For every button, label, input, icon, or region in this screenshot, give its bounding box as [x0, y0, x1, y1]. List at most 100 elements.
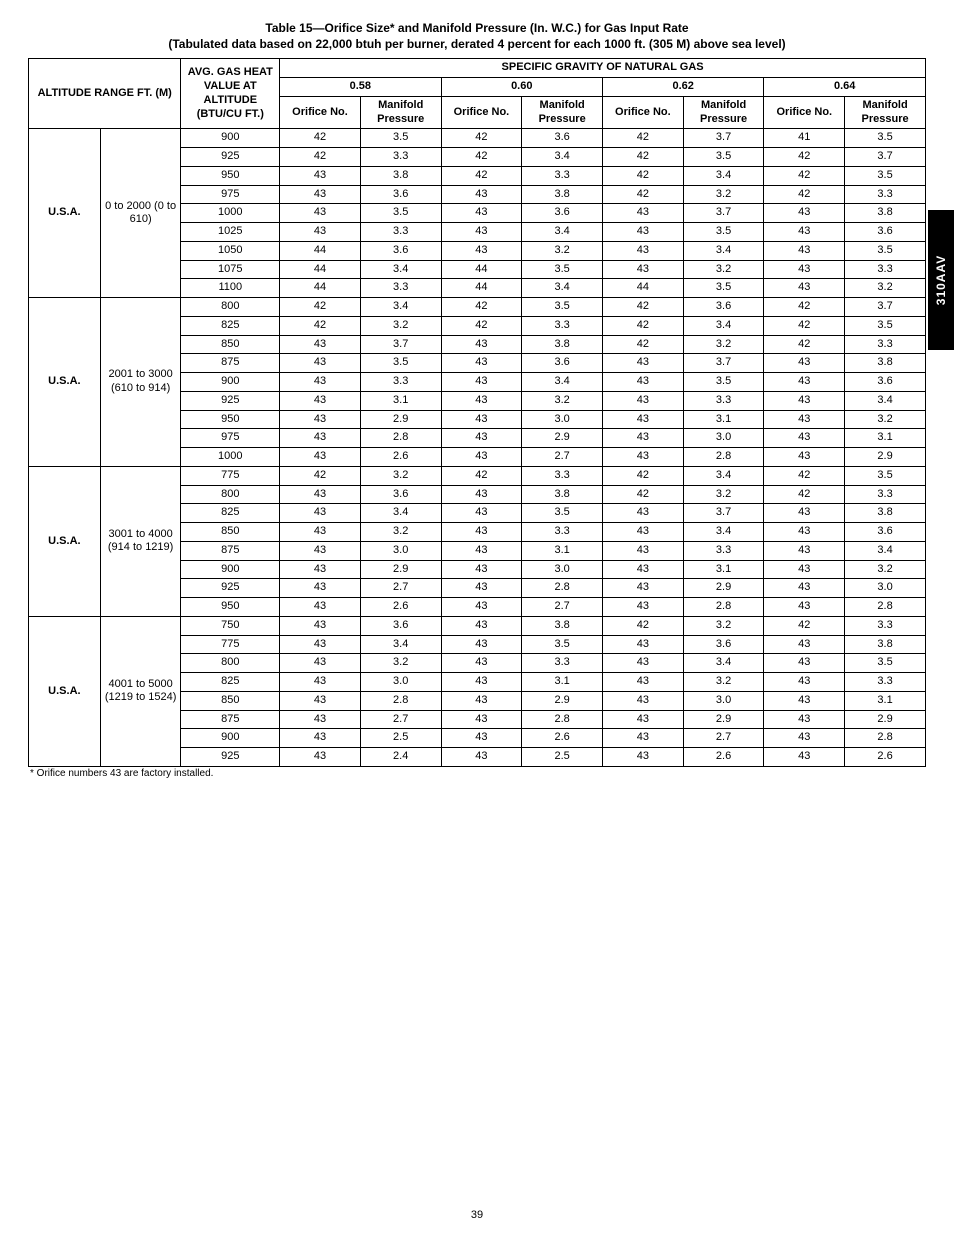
- data-cell: 43: [603, 204, 684, 223]
- data-cell: 3.5: [683, 223, 764, 242]
- data-cell: 43: [441, 691, 522, 710]
- data-cell: 43: [603, 691, 684, 710]
- data-cell: 875: [181, 541, 280, 560]
- data-cell: 3.8: [522, 485, 603, 504]
- side-tab: 310AAV: [928, 210, 954, 350]
- data-cell: 3.1: [845, 691, 926, 710]
- data-cell: 3.4: [683, 241, 764, 260]
- data-cell: 3.8: [522, 616, 603, 635]
- data-cell: 43: [603, 541, 684, 560]
- data-cell: 43: [764, 504, 845, 523]
- region-cell: U.S.A.: [29, 466, 101, 616]
- table-row: U.S.A.2001 to 3000 (610 to 914)800423.44…: [29, 298, 926, 317]
- data-cell: 2.7: [360, 710, 441, 729]
- data-cell: 42: [603, 185, 684, 204]
- altitude-cell: 4001 to 5000 (1219 to 1524): [100, 616, 181, 766]
- data-cell: 3.8: [522, 335, 603, 354]
- data-cell: 2.9: [845, 448, 926, 467]
- hdr-man: Manifold Pressure: [845, 96, 926, 129]
- data-cell: 41: [764, 129, 845, 148]
- data-cell: 43: [280, 635, 361, 654]
- data-cell: 3.7: [360, 335, 441, 354]
- data-cell: 3.0: [522, 560, 603, 579]
- hdr-altitude: ALTITUDE RANGE FT. (M): [29, 59, 181, 129]
- data-cell: 2.8: [683, 598, 764, 617]
- data-cell: 43: [441, 523, 522, 542]
- data-cell: 3.0: [683, 691, 764, 710]
- data-cell: 2.8: [845, 729, 926, 748]
- data-cell: 42: [441, 129, 522, 148]
- hdr-man: Manifold Pressure: [360, 96, 441, 129]
- data-cell: 3.4: [360, 260, 441, 279]
- data-cell: 42: [603, 485, 684, 504]
- data-cell: 3.5: [683, 373, 764, 392]
- data-cell: 43: [764, 410, 845, 429]
- data-cell: 43: [603, 260, 684, 279]
- data-cell: 3.3: [522, 523, 603, 542]
- data-cell: 800: [181, 485, 280, 504]
- data-cell: 42: [764, 316, 845, 335]
- hdr-orf: Orifice No.: [603, 96, 684, 129]
- hdr-orf: Orifice No.: [280, 96, 361, 129]
- data-cell: 3.6: [360, 485, 441, 504]
- data-cell: 800: [181, 298, 280, 317]
- data-cell: 3.5: [360, 354, 441, 373]
- data-cell: 42: [603, 148, 684, 167]
- data-cell: 42: [603, 616, 684, 635]
- altitude-cell: 0 to 2000 (0 to 610): [100, 129, 181, 298]
- data-cell: 775: [181, 635, 280, 654]
- data-cell: 43: [280, 204, 361, 223]
- data-cell: 43: [603, 748, 684, 767]
- data-cell: 2.7: [522, 598, 603, 617]
- side-tab-label: 310AAV: [934, 255, 948, 305]
- data-cell: 43: [441, 654, 522, 673]
- hdr-avg-gas: AVG. GAS HEAT VALUE AT ALTITUDE (BTU/CU …: [181, 59, 280, 129]
- data-cell: 43: [441, 223, 522, 242]
- data-cell: 825: [181, 504, 280, 523]
- data-cell: 43: [441, 673, 522, 692]
- data-cell: 43: [603, 635, 684, 654]
- data-cell: 2.9: [683, 710, 764, 729]
- data-cell: 3.4: [360, 635, 441, 654]
- data-cell: 42: [603, 129, 684, 148]
- altitude-cell: 2001 to 3000 (610 to 914): [100, 298, 181, 467]
- data-cell: 42: [280, 466, 361, 485]
- data-cell: 42: [764, 616, 845, 635]
- data-cell: 43: [603, 391, 684, 410]
- data-cell: 3.5: [683, 279, 764, 298]
- data-cell: 43: [603, 448, 684, 467]
- data-cell: 3.4: [683, 316, 764, 335]
- data-cell: 3.2: [683, 335, 764, 354]
- data-cell: 3.0: [683, 429, 764, 448]
- data-cell: 825: [181, 316, 280, 335]
- data-cell: 3.4: [683, 523, 764, 542]
- data-cell: 3.1: [522, 541, 603, 560]
- data-cell: 3.6: [522, 129, 603, 148]
- data-cell: 42: [441, 298, 522, 317]
- data-cell: 3.6: [360, 616, 441, 635]
- data-cell: 43: [280, 654, 361, 673]
- data-cell: 43: [603, 710, 684, 729]
- data-cell: 43: [764, 279, 845, 298]
- data-cell: 2.7: [360, 579, 441, 598]
- data-cell: 3.5: [522, 635, 603, 654]
- data-cell: 43: [603, 223, 684, 242]
- data-cell: 975: [181, 429, 280, 448]
- data-cell: 43: [603, 729, 684, 748]
- title-line-1: Table 15—Orifice Size* and Manifold Pres…: [265, 21, 688, 35]
- data-cell: 3.4: [522, 148, 603, 167]
- data-cell: 42: [280, 148, 361, 167]
- data-cell: 42: [764, 335, 845, 354]
- data-cell: 3.6: [845, 223, 926, 242]
- data-cell: 3.0: [845, 579, 926, 598]
- data-cell: 43: [764, 710, 845, 729]
- data-cell: 2.9: [360, 560, 441, 579]
- data-cell: 3.6: [360, 241, 441, 260]
- region-cell: U.S.A.: [29, 298, 101, 467]
- data-cell: 3.5: [360, 204, 441, 223]
- data-cell: 900: [181, 560, 280, 579]
- data-cell: 3.3: [360, 223, 441, 242]
- data-cell: 3.5: [522, 504, 603, 523]
- data-cell: 43: [764, 691, 845, 710]
- data-cell: 43: [280, 429, 361, 448]
